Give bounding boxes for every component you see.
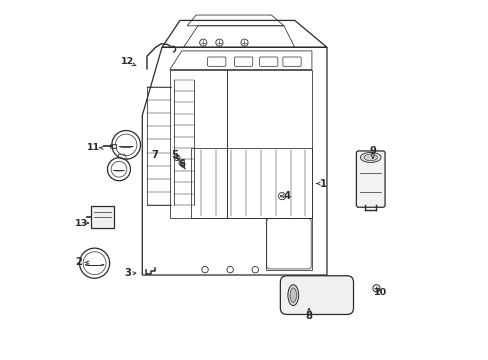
Ellipse shape (289, 288, 296, 302)
Text: 13: 13 (75, 219, 88, 228)
Circle shape (251, 266, 258, 273)
Ellipse shape (360, 152, 380, 162)
Text: 3: 3 (124, 268, 131, 278)
Text: 9: 9 (369, 146, 376, 156)
Circle shape (202, 266, 208, 273)
FancyBboxPatch shape (356, 151, 384, 207)
Text: 5: 5 (171, 150, 178, 160)
Text: 12: 12 (121, 57, 134, 66)
Circle shape (241, 39, 247, 46)
Text: 10: 10 (373, 288, 386, 297)
Text: 7: 7 (151, 150, 158, 160)
Text: 2: 2 (75, 257, 82, 267)
Text: 8: 8 (305, 311, 312, 321)
FancyBboxPatch shape (112, 144, 116, 148)
Circle shape (179, 160, 184, 166)
Text: 4: 4 (284, 191, 290, 201)
Circle shape (174, 155, 180, 161)
Circle shape (278, 193, 285, 200)
Circle shape (215, 39, 223, 46)
Circle shape (199, 39, 206, 46)
Text: 11: 11 (86, 143, 100, 152)
FancyBboxPatch shape (280, 276, 353, 315)
Ellipse shape (363, 154, 377, 161)
Text: 1: 1 (319, 179, 326, 189)
FancyBboxPatch shape (91, 206, 113, 228)
Text: 6: 6 (178, 159, 185, 169)
Ellipse shape (287, 285, 298, 306)
Circle shape (226, 266, 233, 273)
Circle shape (372, 285, 379, 292)
